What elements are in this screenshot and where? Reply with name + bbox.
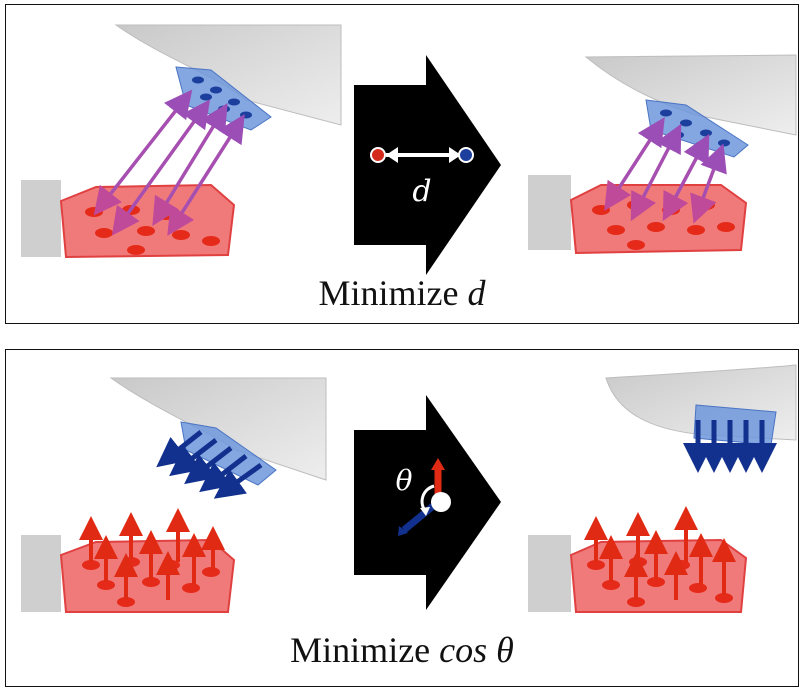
caption-minimize-distance: Minimize d — [6, 273, 798, 313]
blue-normal-icon — [398, 526, 408, 536]
caption-minimize-cos: Minimize cos θ — [6, 630, 798, 670]
distance-symbol: d — [412, 174, 431, 209]
red-normal-icon — [431, 458, 445, 470]
origin-point-icon — [431, 492, 451, 512]
lower-object-angle-right — [528, 535, 571, 612]
caption-variable: cos θ — [439, 630, 514, 670]
red-normal-arrows — [79, 508, 225, 600]
transition-arrow-angle: θ — [354, 395, 501, 610]
caption-variable: d — [467, 273, 486, 313]
right-scene-distance — [528, 54, 797, 255]
lower-object-angle — [21, 535, 61, 612]
lower-object — [21, 180, 61, 257]
red-contact-region — [59, 183, 236, 259]
theta-symbol: θ — [396, 464, 413, 497]
distance-diagram: d — [21, 24, 797, 275]
red-point-icon — [370, 147, 386, 163]
left-scene-angle — [21, 377, 327, 613]
angle-diagram: θ — [21, 364, 797, 613]
transition-arrow-distance: d — [354, 55, 501, 275]
left-scene-distance — [21, 24, 342, 259]
lower-object-right — [528, 175, 571, 250]
panel-minimize-cos: θ — [5, 349, 799, 687]
blue-normal-arrows — [156, 430, 263, 499]
purple-correspondence-arrows — [93, 89, 245, 236]
caption-prefix: Minimize — [290, 630, 440, 670]
right-scene-angle — [528, 364, 797, 613]
panel-minimize-distance: d — [5, 4, 799, 324]
blue-point-icon — [458, 147, 474, 163]
upper-object-right — [584, 54, 797, 136]
caption-prefix: Minimize — [318, 273, 468, 313]
red-contact-region-right — [569, 184, 748, 255]
